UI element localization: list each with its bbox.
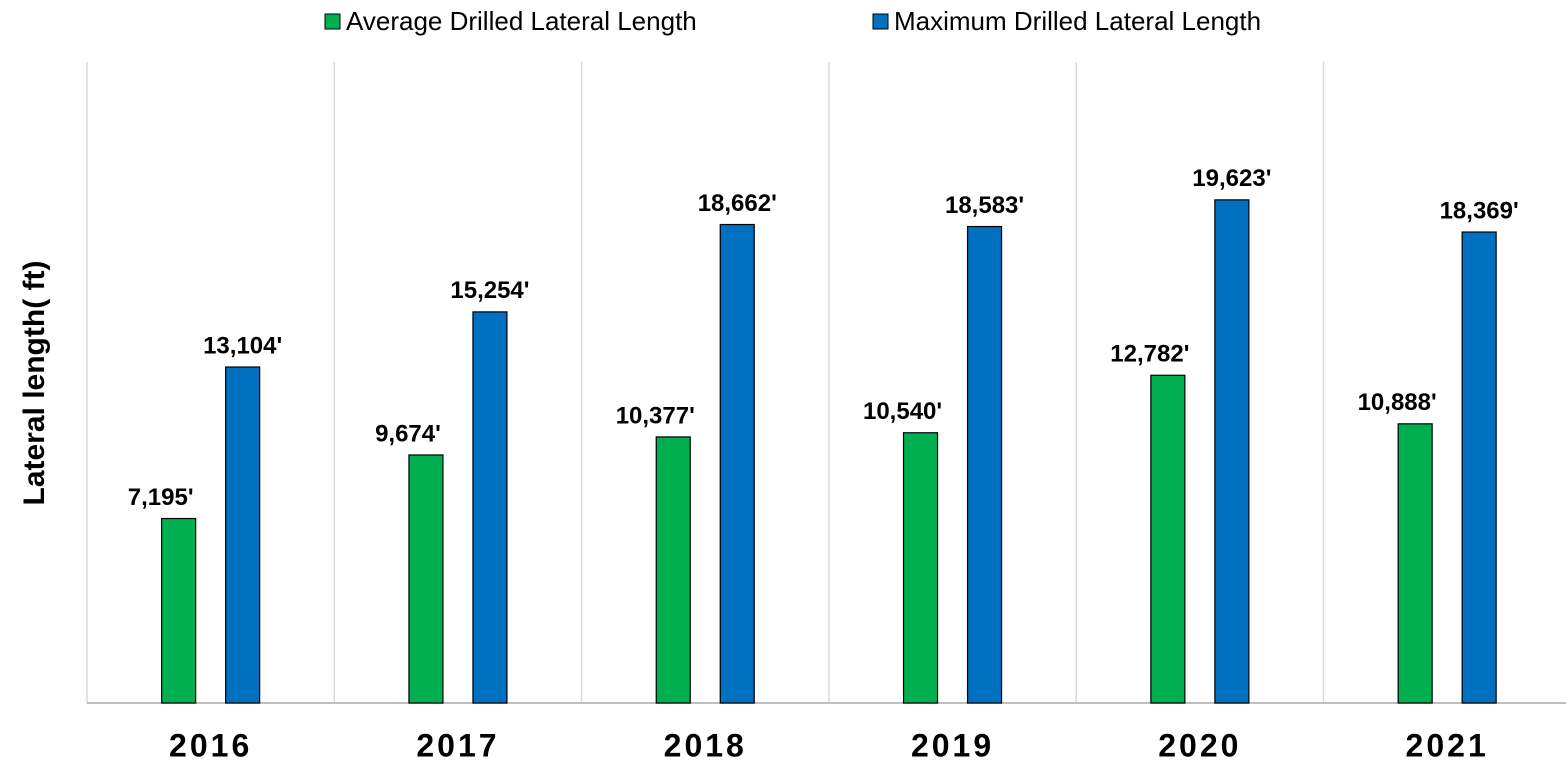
legend-label: Maximum Drilled Lateral Length xyxy=(894,6,1261,36)
bar xyxy=(1150,374,1186,704)
bar xyxy=(408,454,444,704)
data-label: 18,369' xyxy=(1440,197,1519,224)
x-tick-label: 2019 xyxy=(911,727,994,763)
data-label: 19,623' xyxy=(1192,165,1271,192)
bar xyxy=(902,432,939,704)
data-label: 15,254' xyxy=(450,277,529,304)
data-label: 9,674' xyxy=(375,420,441,447)
x-tick-label: 2016 xyxy=(169,727,252,763)
data-label: 18,662' xyxy=(698,190,777,217)
bar xyxy=(719,223,755,704)
bar xyxy=(1214,199,1250,704)
data-label: 13,104' xyxy=(203,332,282,359)
bar xyxy=(225,366,261,704)
bar xyxy=(966,225,1003,704)
data-label: 10,888' xyxy=(1358,389,1437,416)
data-label: 18,583' xyxy=(945,192,1024,219)
data-label: 7,195' xyxy=(128,484,194,511)
legend-swatch xyxy=(324,13,341,30)
x-tick-label: 2018 xyxy=(664,727,747,763)
data-label: 10,377' xyxy=(616,402,695,429)
data-label: 10,540' xyxy=(863,398,942,425)
bar xyxy=(1461,231,1497,704)
bar xyxy=(472,311,508,704)
bar xyxy=(655,436,691,704)
y-axis-title: Lateral length( ft) xyxy=(18,261,51,506)
bar xyxy=(161,517,197,704)
x-tick-label: 2021 xyxy=(1406,727,1489,763)
bar xyxy=(1397,423,1433,704)
legend-swatch xyxy=(872,13,889,30)
x-tick-label: 2017 xyxy=(416,727,499,763)
x-tick-label: 2020 xyxy=(1158,727,1241,763)
legend-label: Average Drilled Lateral Length xyxy=(346,6,697,36)
data-label: 12,782' xyxy=(1110,341,1189,368)
